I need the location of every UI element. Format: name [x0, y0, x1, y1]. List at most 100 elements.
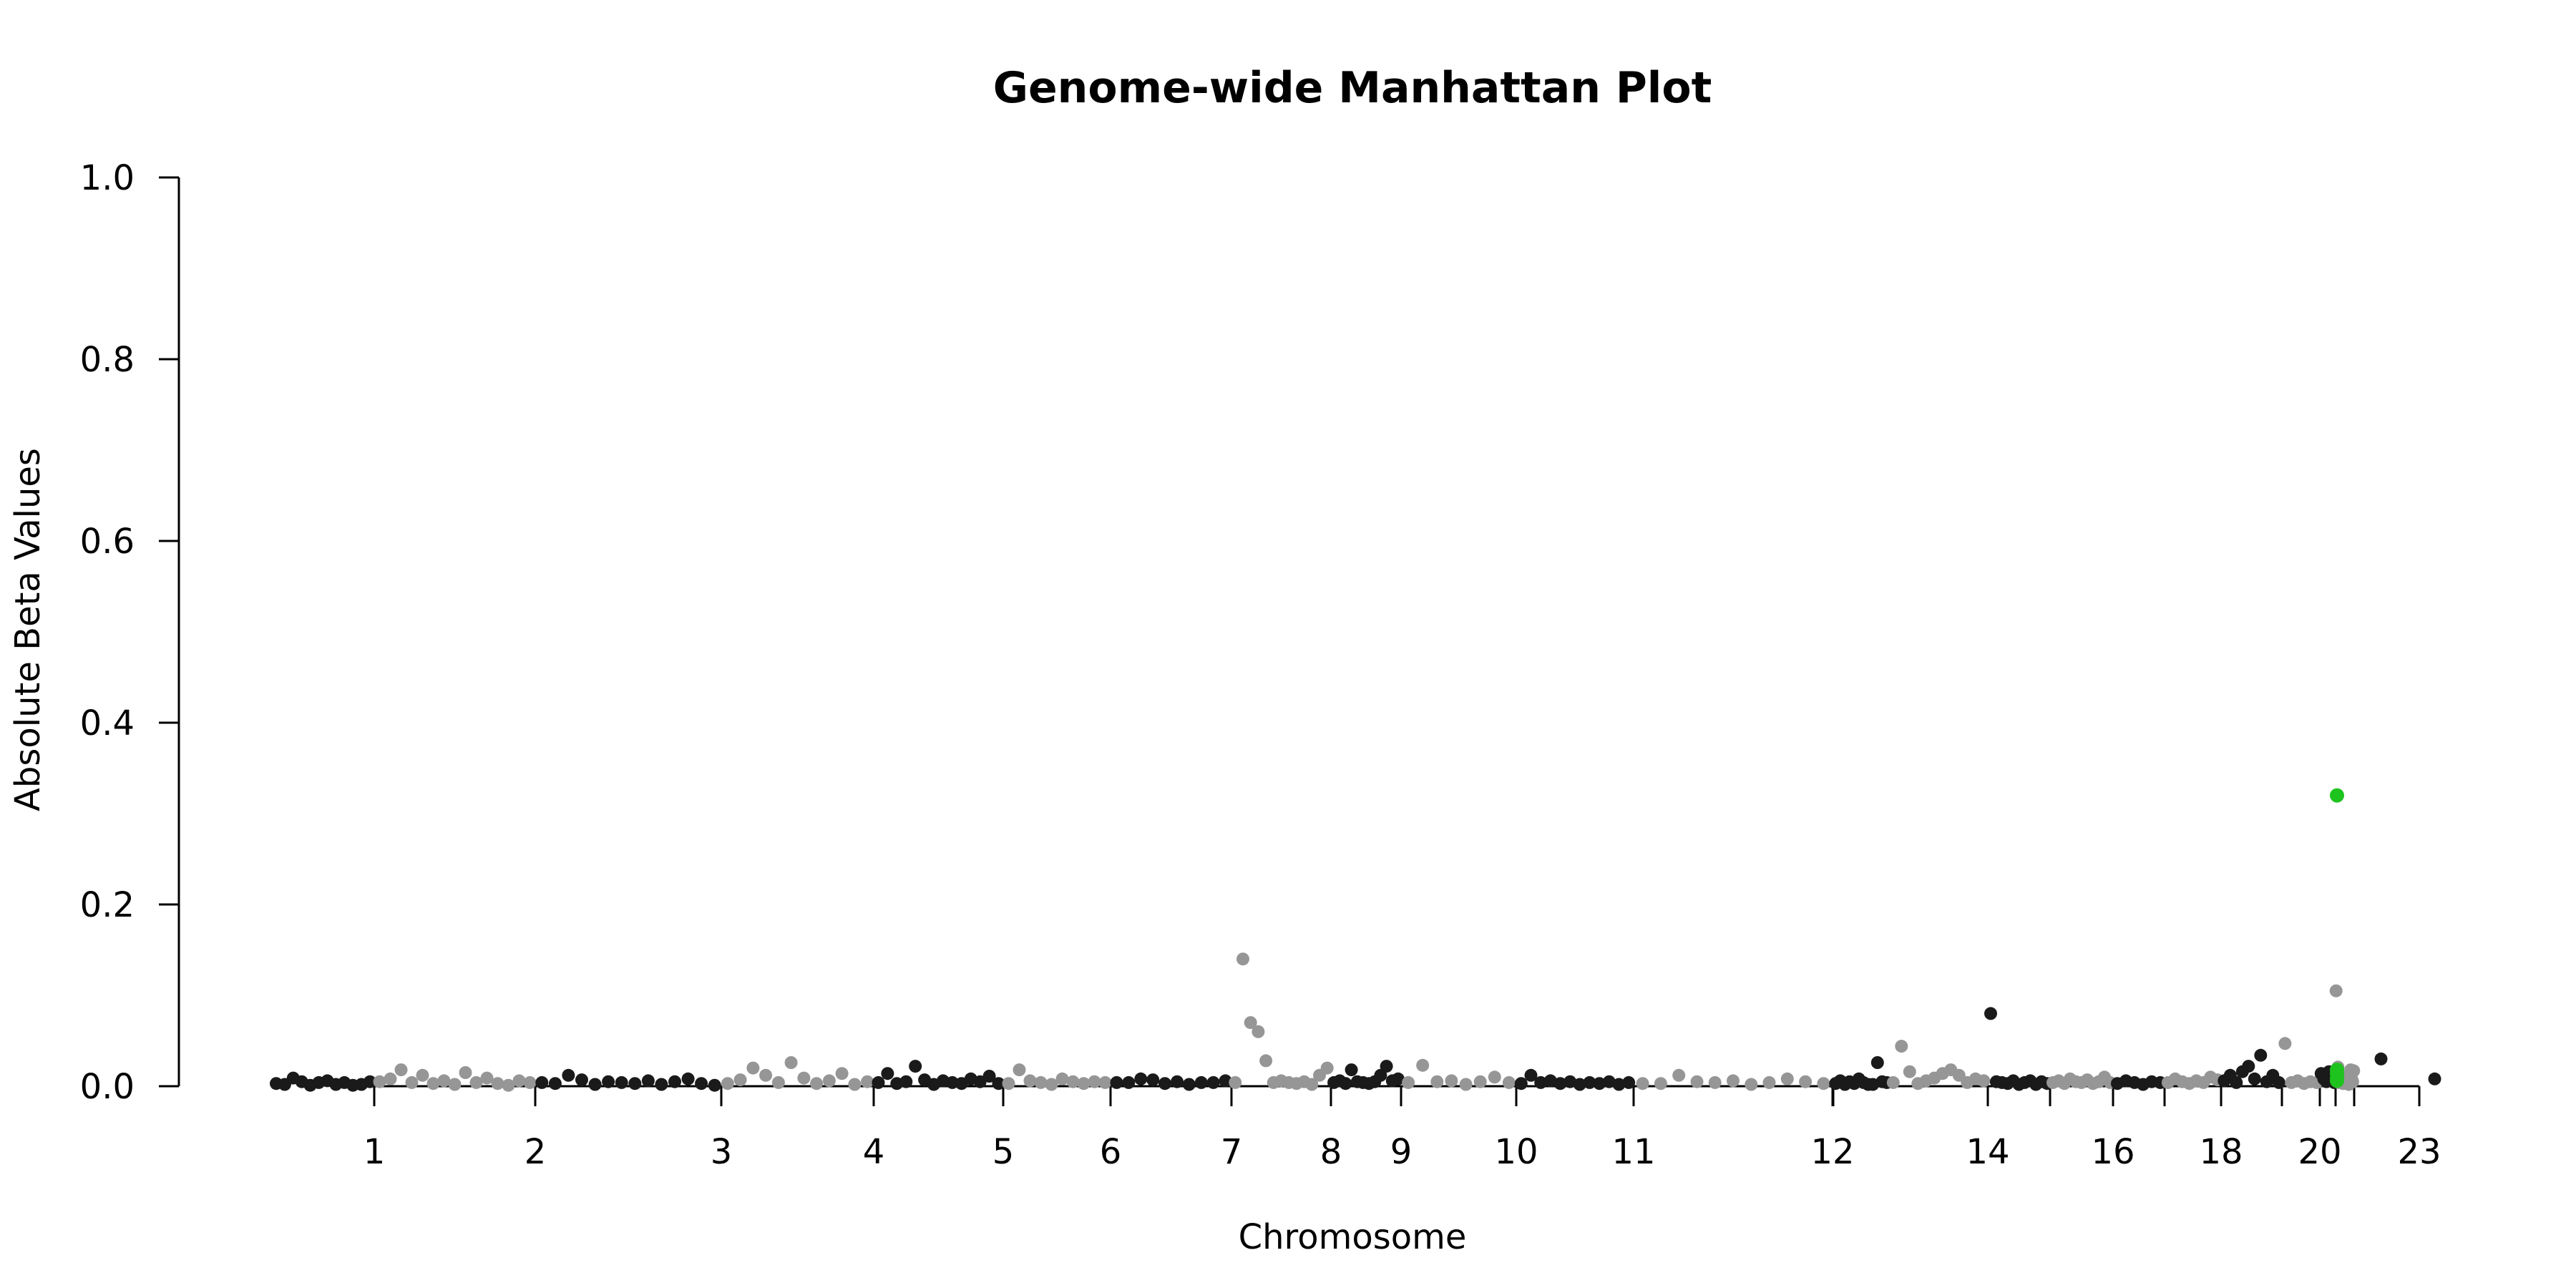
data-point [1088, 1075, 1101, 1088]
data-point [502, 1078, 515, 1092]
data-point [2346, 1075, 2359, 1088]
data-point [771, 1075, 785, 1089]
data-point [437, 1074, 451, 1088]
data-point [872, 1075, 885, 1089]
x-tick-label: 4 [863, 1132, 885, 1172]
data-point [405, 1075, 419, 1089]
data-point [1977, 1074, 1991, 1088]
data-point [1045, 1078, 1058, 1091]
x-tick-label: 3 [711, 1132, 733, 1172]
data-point [535, 1075, 549, 1089]
data-point [1984, 1007, 1997, 1020]
data-point [1339, 1077, 1352, 1091]
y-tick-label: 0.6 [80, 522, 135, 562]
data-point [1708, 1075, 1722, 1089]
y-tick-label: 0.4 [80, 703, 135, 743]
data-point [822, 1074, 836, 1088]
data-point [1799, 1075, 1813, 1088]
data-point [1206, 1075, 1220, 1089]
data-point [1870, 1056, 1884, 1069]
data-point [1252, 1025, 1265, 1038]
data-point [394, 1063, 408, 1077]
data-point [909, 1060, 922, 1073]
data-point [1563, 1075, 1577, 1088]
data-point [641, 1074, 655, 1088]
x-axis: 1 2 3 4 5 6 7 8 9 10 11 12 14 16 18 20 23 [364, 1085, 2441, 1172]
data-point [2278, 1037, 2292, 1050]
data-point [1430, 1075, 1444, 1088]
data-point [1502, 1075, 1516, 1089]
data-point [1514, 1077, 1528, 1091]
highlight-point [2330, 788, 2344, 803]
data-point [1459, 1078, 1473, 1091]
data-point [695, 1077, 708, 1091]
x-axis-label: Chromosome [1239, 1217, 1467, 1257]
data-point [848, 1078, 862, 1091]
data-point [681, 1072, 695, 1085]
data-point [628, 1077, 642, 1091]
data-point [459, 1066, 472, 1079]
data-point [1583, 1075, 1596, 1089]
y-axis-label: Absolute Beta Values [8, 448, 48, 811]
x-tick-label: 2 [525, 1132, 547, 1172]
x-tick-label: 1 [364, 1132, 386, 1172]
data-point [810, 1077, 824, 1091]
data-point [548, 1077, 562, 1091]
data-point [1023, 1074, 1037, 1088]
data-point [1066, 1075, 1080, 1088]
data-point [1903, 1065, 1916, 1078]
data-point [448, 1078, 462, 1091]
data-point [384, 1072, 397, 1085]
x-tick-label: 10 [1494, 1132, 1538, 1172]
data-point [588, 1078, 602, 1091]
highlight-points [2330, 788, 2344, 1088]
data-point [1259, 1054, 1273, 1068]
data-point [602, 1075, 615, 1088]
data-point [615, 1075, 628, 1089]
data-point [797, 1071, 811, 1085]
data-point [1236, 952, 1249, 966]
data-point [416, 1068, 429, 1082]
data-point [2242, 1060, 2255, 1073]
data-point [759, 1068, 773, 1082]
data-point [861, 1075, 874, 1088]
data-point [426, 1077, 440, 1091]
data-point [1158, 1077, 1171, 1091]
data-point [2272, 1075, 2285, 1089]
data-point [1654, 1077, 1667, 1091]
data-point [1380, 1060, 1393, 1073]
data-point [1573, 1078, 1586, 1091]
data-point [2347, 1064, 2361, 1078]
y-tick-label: 0.8 [80, 340, 135, 380]
data-point [1002, 1077, 1015, 1091]
data-point [1745, 1078, 1758, 1091]
data-point [1817, 1077, 1830, 1091]
data-point [1219, 1074, 1232, 1088]
data-point [1488, 1070, 1501, 1084]
data-point [881, 1067, 894, 1080]
data-point [1727, 1074, 1740, 1088]
data-point [480, 1071, 494, 1085]
data-point [512, 1074, 526, 1088]
y-tick-label: 0.0 [80, 1067, 135, 1107]
data-point [1690, 1075, 1704, 1088]
data-point [733, 1073, 747, 1087]
chart-title: Genome-wide Manhattan Plot [993, 63, 1712, 113]
data-point [1602, 1075, 1616, 1088]
data-point [1305, 1078, 1319, 1091]
data-point [1098, 1075, 1112, 1089]
data-point [1636, 1077, 1649, 1091]
x-tick-label: 16 [2091, 1132, 2135, 1172]
data-point [2230, 1075, 2243, 1089]
highlight-point [2330, 1073, 2344, 1088]
data-point [364, 1075, 376, 1088]
data-point [1182, 1078, 1196, 1091]
data-point [1762, 1075, 1776, 1089]
data-point [1229, 1075, 1242, 1089]
data-point [1886, 1075, 1900, 1089]
data-point [562, 1068, 575, 1082]
data-point [1612, 1078, 1626, 1091]
data-points [270, 952, 2441, 1092]
data-point [784, 1056, 798, 1069]
